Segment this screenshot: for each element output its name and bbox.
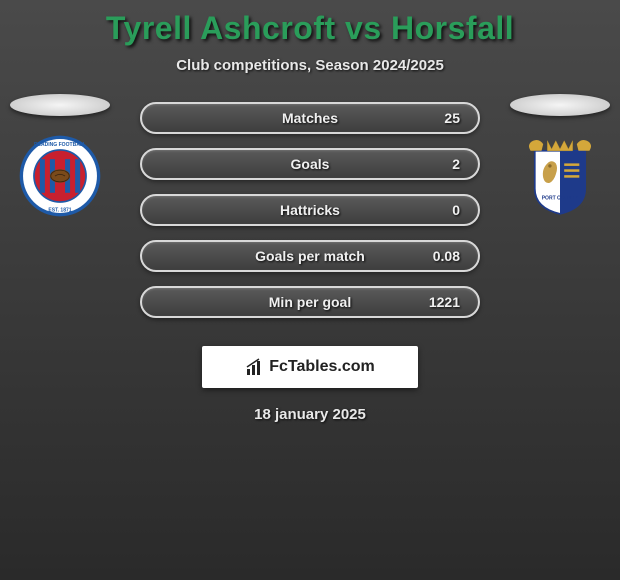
right-ellipse-shadow xyxy=(510,94,610,116)
stat-label: Matches xyxy=(282,110,338,126)
svg-text:EST. 1871: EST. 1871 xyxy=(48,207,71,213)
stat-value: 25 xyxy=(444,110,460,126)
date-label: 18 january 2025 xyxy=(0,406,620,423)
brand-text: FcTables.com xyxy=(269,358,375,376)
stat-label: Goals per match xyxy=(255,248,365,264)
svg-text:PORT COUNTY: PORT COUNTY xyxy=(542,196,579,202)
stat-value: 0.08 xyxy=(433,248,460,264)
stat-row-goals: Goals 2 xyxy=(140,148,480,180)
stat-value: 1221 xyxy=(429,294,460,310)
stats-container: Matches 25 Goals 2 Hattricks 0 Goals per… xyxy=(140,102,480,318)
stat-row-goals-per-match: Goals per match 0.08 xyxy=(140,240,480,272)
brand-badge: FcTables.com xyxy=(202,346,418,388)
right-player-column: PORT COUNTY xyxy=(505,94,615,218)
left-player-column: READING FOOTBALL EST. 1871 xyxy=(5,94,115,218)
chart-icon xyxy=(245,357,265,377)
stat-label: Hattricks xyxy=(280,202,340,218)
brand-label: FcTables.com xyxy=(245,357,375,377)
stat-label: Goals xyxy=(291,156,330,172)
stat-row-min-per-goal: Min per goal 1221 xyxy=(140,286,480,318)
page-background: Tyrell Ashcroft vs Horsfall Club competi… xyxy=(0,0,620,580)
left-ellipse-shadow xyxy=(10,94,110,116)
season-subtitle: Club competitions, Season 2024/2025 xyxy=(0,57,620,74)
stat-value: 2 xyxy=(452,156,460,172)
stat-label: Min per goal xyxy=(269,294,351,310)
content-area: READING FOOTBALL EST. 1871 xyxy=(0,102,620,322)
comparison-title: Tyrell Ashcroft vs Horsfall xyxy=(0,10,620,47)
stat-row-hattricks: Hattricks 0 xyxy=(140,194,480,226)
right-club-crest: PORT COUNTY xyxy=(518,134,602,218)
stat-row-matches: Matches 25 xyxy=(140,102,480,134)
stat-value: 0 xyxy=(452,202,460,218)
left-club-crest: READING FOOTBALL EST. 1871 xyxy=(18,134,102,218)
svg-text:READING FOOTBALL: READING FOOTBALL xyxy=(34,142,86,148)
